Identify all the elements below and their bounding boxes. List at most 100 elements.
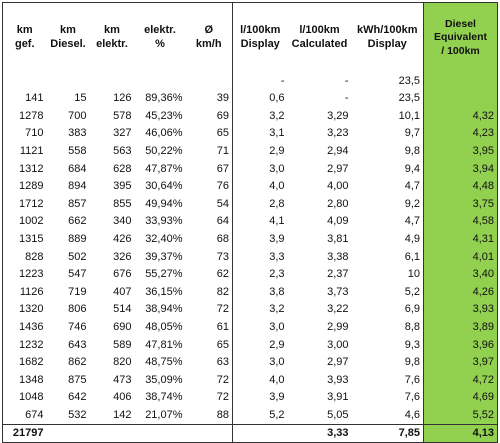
table-row-cell-5: 0,6	[232, 90, 288, 108]
table-row-cell-4: 67	[216, 162, 229, 175]
table-row-cell-8: 4,01	[423, 248, 498, 266]
table-row-cell-4: 71	[216, 145, 229, 158]
table-row-cell-2: 690	[113, 321, 132, 334]
table-row-cell-1: 383	[68, 127, 87, 140]
header-cell-6: l/100km Calculated	[288, 3, 352, 74]
header-cell-3: elektr.%	[135, 3, 186, 74]
table-row: 674 532 142 21,07% 88 5,2 5,05 4,6 5,52	[3, 406, 498, 425]
table-row-cell-1: 547	[68, 268, 87, 281]
header-line: elektr.	[96, 38, 128, 50]
total-row-cell-8: 4,13	[423, 424, 498, 443]
initial-row-cell-1	[47, 73, 90, 90]
table-row-cell-3: 30,64%	[145, 180, 183, 193]
table-row-cell-7: 4,9	[404, 233, 420, 246]
table-row-cell-4: 62	[216, 268, 229, 281]
table-row-cell-7: 7,6	[404, 373, 420, 386]
table-row-cell-7: 7,6	[404, 391, 420, 404]
header-line: / 100km	[441, 44, 480, 57]
table-row-cell-2: 563	[113, 145, 132, 158]
table-row-cell-6: 2,97	[327, 356, 349, 369]
table-row-cell-6: 2,94	[327, 145, 349, 158]
table-row-cell-2: 426	[113, 233, 132, 246]
table-row-cell-3: 47,87%	[145, 162, 183, 175]
table-row-cell-6: 3,00	[327, 338, 349, 351]
table-row-cell-8: 4,32	[423, 107, 498, 126]
table-row-cell-6: 2,37	[327, 268, 349, 281]
table-row-cell-2: 407	[113, 285, 132, 298]
table-row-cell-2: 578	[113, 109, 132, 122]
table-row-cell-3: 47,81%	[145, 338, 183, 351]
table-row-cell-8: 4,72	[423, 371, 498, 390]
table-row-cell-4: 88	[216, 408, 229, 421]
table-row-cell-7: 10,1	[398, 109, 420, 122]
table-row-cell-5: 3,2	[232, 107, 288, 126]
table-row-cell-4: 72	[216, 303, 229, 316]
table-row-cell-4: 73	[216, 250, 229, 263]
total-row-cell-3	[134, 424, 186, 443]
table-row: 1682 862 820 48,75% 63 3,0 2,97 9,8 3,97	[3, 353, 498, 372]
header-line: km	[16, 24, 33, 37]
table-row-cell-1: 558	[68, 145, 87, 158]
table-row-cell-0: 1289	[19, 180, 44, 193]
table-row: 1289 894 395 30,64% 76 4,0 4,00 4,7 4,48	[3, 177, 498, 196]
table-row: 1315 889 426 32,40% 68 3,9 3,81 4,9 4,31	[3, 230, 498, 249]
table-row-cell-6: 3,38	[327, 250, 349, 263]
header-line: Display	[367, 38, 407, 50]
table-row-cell-3: 38,74%	[145, 391, 183, 404]
table-row-cell-7: 6,1	[404, 250, 420, 263]
initial-row-cell-4	[186, 73, 233, 90]
table-row-cell-2: 855	[113, 197, 132, 210]
table-row-cell-8: 3,75	[423, 195, 498, 214]
table-row-cell-4: 39	[216, 92, 229, 105]
table-row-cell-2: 340	[113, 215, 132, 228]
header-line: gef.	[14, 38, 35, 50]
table-row-cell-3: 38,94%	[145, 303, 183, 316]
header-line: Diesel	[445, 18, 476, 31]
table-row: 141 15 126 89,36% 39 0,6 - 23,5	[3, 90, 498, 108]
table-row-cell-3: 36,15%	[145, 285, 183, 298]
table-row-cell-0: 1436	[19, 321, 44, 334]
table-row-cell-5: 3,3	[232, 248, 288, 266]
table-row: 1002 662 340 33,93% 64 4,1 4,09 4,7 4,58	[3, 213, 498, 231]
table-row-cell-6: 2,99	[327, 321, 349, 334]
table-row-cell-2: 589	[113, 338, 132, 351]
table-row-cell-5: 2,3	[232, 265, 288, 284]
table-row-cell-7: 9,4	[404, 162, 420, 175]
table-row-cell-6: 2,80	[327, 197, 349, 210]
table-row-cell-3: 46,06%	[145, 127, 183, 140]
table-row-cell-7: 5,2	[404, 285, 420, 298]
initial-row-cell-5: -	[232, 73, 288, 90]
table-row-cell-0: 1126	[19, 285, 44, 298]
table-row-cell-0: 1712	[19, 197, 44, 210]
header-cell-2: km elektr.	[90, 3, 135, 74]
table-row: 1048 642 406 38,74% 72 3,9 3,91 7,6 4,69	[3, 389, 498, 407]
table-row-cell-1: 862	[68, 356, 87, 369]
table-row-cell-1: 15	[74, 92, 87, 105]
table-row-cell-7: 4,6	[404, 408, 420, 421]
table-row-cell-6: 3,81	[327, 233, 349, 246]
table-row-cell-8: 3,97	[423, 353, 498, 372]
header-line: km/h	[195, 38, 222, 50]
header-line: Diesel.	[50, 38, 86, 50]
table-row-cell-6: 4,09	[327, 215, 349, 228]
table-row-cell-1: 662	[68, 215, 87, 228]
table-row-cell-2: 326	[113, 250, 132, 263]
table-row-cell-8: 4,31	[423, 230, 498, 249]
total-row-cell-4	[185, 424, 233, 443]
table-row-cell-0: 1002	[19, 215, 44, 228]
table-row-cell-8: 4,48	[423, 177, 498, 196]
header-cell-8: Diesel Equivalent/ 100km	[423, 2, 498, 73]
table-row-cell-5: 3,9	[232, 230, 288, 249]
table-row-cell-7: 9,8	[404, 145, 420, 158]
table-row-cell-2: 142	[113, 408, 132, 421]
table-row-cell-8: 4,26	[423, 283, 498, 302]
table-row-cell-3: 50,22%	[145, 145, 183, 158]
table-row-cell-6: 3,23	[327, 127, 349, 140]
table-row-cell-1: 684	[68, 162, 87, 175]
table-row-cell-1: 806	[68, 303, 87, 316]
table-row-cell-7: 4,7	[404, 180, 420, 193]
table-row-cell-2: 628	[113, 162, 132, 175]
table-row-cell-1: 894	[68, 180, 87, 193]
